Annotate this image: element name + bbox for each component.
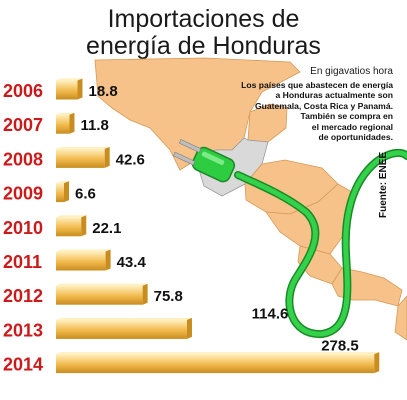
power-cable-highlight [235, 150, 407, 337]
year-label: 2007 [3, 115, 43, 135]
bar-2007 [56, 112, 75, 134]
year-label: 2014 [3, 355, 43, 375]
bar-2013 [56, 317, 192, 339]
info-line: También se compra en [300, 111, 394, 122]
bar-2008 [56, 146, 110, 168]
bar-2010 [56, 215, 87, 237]
colombia-land [394, 295, 407, 341]
bar-top-face [56, 249, 111, 252]
panama-land [331, 267, 403, 307]
value-label: 6.6 [75, 186, 96, 203]
bar-front-face [56, 251, 106, 271]
source-note: Fuente: ENEE [378, 151, 389, 218]
bar-side-face [81, 215, 87, 237]
value-label: 114.6 [252, 305, 289, 322]
info-line: a Honduras actualmente son [275, 90, 393, 101]
year-label: 2013 [3, 320, 43, 340]
bar-front-face [56, 80, 78, 100]
bar-top-face [56, 283, 148, 286]
chart-title-line-1: Importaciones de [107, 5, 300, 33]
bar-chart: 2006 18.8 2007 11.8 2008 42.6 2009 6.6 2010 22.1 2… [3, 78, 380, 375]
bar-top-face [56, 352, 380, 355]
power-plug [172, 139, 236, 183]
bar-top-face [56, 78, 83, 81]
info-line: el mercado regional [311, 121, 393, 132]
value-label: 18.8 [88, 83, 117, 100]
info-line: Los países que abastecen de energía [241, 80, 393, 90]
bar-side-face [186, 317, 192, 339]
value-label: 75.8 [154, 288, 183, 305]
bar-2011 [56, 249, 111, 271]
bar-2009 [56, 181, 69, 203]
bar-side-face [105, 249, 111, 271]
bar-side-face [64, 181, 69, 203]
year-label: 2012 [3, 286, 43, 306]
bar-top-face [56, 317, 192, 320]
year-label: 2011 [3, 252, 42, 272]
value-label: 42.6 [116, 151, 145, 168]
bar-side-face [142, 283, 148, 305]
year-label: 2008 [3, 149, 43, 169]
bar-2012 [56, 283, 148, 305]
value-label: 11.8 [80, 117, 108, 134]
year-label: 2006 [3, 81, 43, 101]
bar-front-face [56, 217, 82, 237]
bar-front-face [56, 114, 70, 134]
power-cable-illustration [172, 139, 407, 338]
bar-top-face [56, 181, 69, 184]
bar-front-face [56, 183, 64, 203]
bar-top-face [56, 146, 110, 149]
bar-side-face [69, 112, 75, 134]
year-label: 2009 [3, 184, 43, 204]
info-line: Guatemala, Costa Rica y Panamá. [254, 100, 393, 111]
bar-side-face [374, 352, 380, 374]
bar-2014 [56, 352, 380, 374]
value-label: 278.5 [321, 338, 359, 355]
chart-title-line-2: energía de Honduras [86, 32, 321, 60]
info-line: de oportunidades. [318, 132, 393, 143]
bar-front-face [56, 285, 143, 305]
bar-front-face [56, 148, 105, 168]
bar-side-face [104, 146, 110, 168]
bar-side-face [77, 78, 83, 100]
bar-top-face [56, 112, 75, 115]
bar-front-face [56, 319, 187, 339]
value-label: 22.1 [92, 220, 121, 237]
info-text: Los países que abastecen de energía a Ho… [203, 80, 393, 142]
bar-2006 [56, 78, 83, 100]
bar-front-face [56, 354, 375, 374]
unit-note: En gigavatios hora [310, 66, 393, 77]
bar-top-face [56, 215, 87, 218]
year-label: 2010 [3, 218, 43, 238]
value-label: 43.4 [117, 254, 147, 271]
